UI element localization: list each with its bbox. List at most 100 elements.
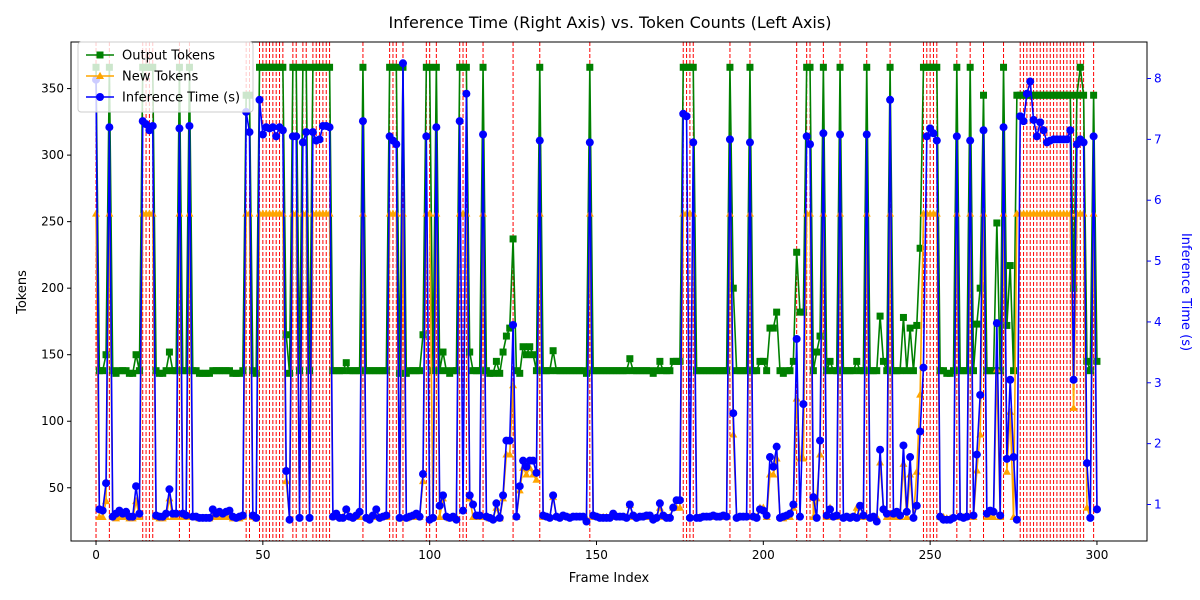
x-tick-label: 250 [919, 548, 942, 562]
data-point [339, 367, 347, 375]
data-point [432, 123, 441, 132]
data-point [278, 209, 287, 217]
series-output-tokens [92, 63, 1101, 377]
data-point [462, 63, 470, 71]
data-point [252, 513, 261, 522]
data-point [999, 123, 1008, 132]
data-point [452, 515, 461, 524]
axes-layer: 0 50 100 150 200 250 300 50 100 150 200 250 300 350 1 2… [41, 41, 1162, 562]
data-point [429, 367, 437, 375]
data-point [135, 367, 143, 375]
data-point [506, 324, 514, 332]
data-point [1022, 89, 1031, 98]
data-point [342, 359, 350, 367]
data-point [1069, 403, 1078, 411]
data-point [819, 63, 827, 71]
data-point [989, 507, 998, 516]
data-point [899, 313, 907, 321]
data-point [863, 63, 871, 71]
data-point [505, 450, 514, 458]
y-right-tick-label: 2 [1154, 437, 1162, 451]
data-point [729, 284, 737, 292]
y-left-tick-label: 250 [41, 215, 64, 229]
data-point [786, 367, 794, 375]
data-point [99, 367, 107, 375]
data-point [1093, 357, 1101, 365]
data-point [799, 308, 807, 316]
data-point [816, 436, 825, 445]
data-point [816, 332, 824, 340]
data-point [682, 112, 691, 121]
data-point [302, 63, 310, 71]
data-point [489, 515, 498, 524]
data-point [532, 475, 541, 483]
data-point [342, 505, 351, 514]
data-point [862, 130, 871, 139]
data-point [238, 511, 247, 520]
data-point [502, 332, 510, 340]
data-point [752, 513, 761, 522]
data-point [509, 381, 518, 389]
data-point [665, 513, 674, 522]
data-point [745, 138, 754, 147]
x-axis-label: Frame Index [569, 571, 650, 586]
data-point [876, 312, 884, 320]
data-point [282, 331, 290, 339]
data-point [902, 512, 911, 521]
data-point [435, 512, 444, 521]
data-point [792, 394, 801, 402]
data-point [919, 363, 928, 372]
data-point [826, 505, 835, 514]
data-point [769, 470, 778, 478]
data-point [338, 513, 347, 522]
data-point [972, 450, 981, 459]
y-left-tick-label: 350 [41, 82, 64, 96]
data-point [455, 117, 464, 126]
data-point [1002, 454, 1011, 463]
data-point [853, 357, 861, 365]
data-point [549, 491, 558, 500]
y-left-tick-label: 50 [49, 481, 64, 495]
vertical-marker-lines [95, 42, 1095, 541]
data-point [185, 121, 194, 130]
data-point [969, 511, 978, 520]
y-axis-left-label: Tokens [15, 270, 30, 315]
data-point [255, 95, 264, 104]
data-point [906, 324, 914, 332]
data-point [172, 367, 180, 375]
chart-title: Inference Time (Right Axis) vs. Token Co… [389, 13, 832, 32]
data-point [359, 63, 367, 71]
y-left-tick-label: 200 [41, 281, 64, 295]
data-point [1079, 138, 1088, 147]
data-point [279, 63, 287, 71]
data-point [723, 367, 731, 375]
y-left-tick-label: 300 [41, 148, 64, 162]
data-point [102, 479, 111, 488]
data-point [522, 462, 531, 471]
data-point [809, 367, 817, 375]
x-tick-label: 0 [92, 548, 100, 562]
data-point [1086, 513, 1095, 522]
data-point [962, 512, 971, 521]
data-point [762, 511, 771, 520]
data-point [929, 129, 938, 138]
data-point [872, 517, 881, 526]
data-point [689, 63, 697, 71]
data-point [769, 324, 777, 332]
data-point [526, 343, 534, 351]
data-point [949, 367, 957, 375]
data-point [976, 284, 984, 292]
data-point [465, 491, 474, 500]
data-point [295, 513, 304, 522]
data-point [883, 367, 891, 375]
data-point [549, 347, 557, 355]
data-point [489, 369, 497, 377]
data-point [909, 513, 918, 522]
data-point [148, 121, 157, 130]
data-point [432, 63, 440, 71]
data-point [1010, 367, 1018, 375]
data-point [1006, 407, 1015, 415]
data-point [1092, 505, 1101, 514]
data-point [1083, 357, 1091, 365]
